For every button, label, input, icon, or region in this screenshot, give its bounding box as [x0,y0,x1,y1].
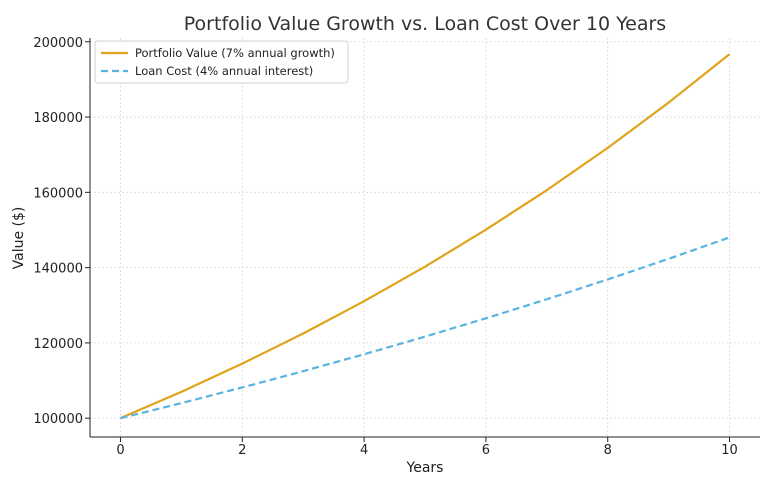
y-tick-label: 200000 [33,36,83,51]
y-tick-label: 160000 [33,186,83,201]
y-tick-label: 140000 [33,262,83,277]
chart-title: Portfolio Value Growth vs. Loan Cost Ove… [184,13,666,35]
x-tick-label: 2 [238,443,246,458]
y-tick-label: 120000 [33,337,83,352]
legend-label: Loan Cost (4% annual interest) [135,64,313,78]
tick-marks: 0 2 4 6 8 10 100000 120000 140000 160000 180000 200… [33,36,737,458]
x-tick-label: 0 [116,443,124,458]
legend-label: Portfolio Value (7% annual growth) [135,46,335,60]
series-line-portfolio-value [120,53,731,420]
x-tick-label: 4 [360,443,368,458]
x-axis-label: Years [406,460,444,476]
legend-box [94,40,349,84]
y-axis-label: Value ($) [11,207,27,270]
series-lines [120,53,731,420]
grid-lines [90,38,760,437]
y-tick-label: 100000 [33,412,83,427]
y-tick-label: 180000 [33,111,83,126]
axes [89,38,760,438]
x-tick-label: 10 [721,443,738,458]
legend-items: Portfolio Value (7% annual growth) Loan C… [101,46,335,78]
legend: Portfolio Value (7% annual growth) Loan C… [94,40,349,84]
x-tick-label: 8 [604,443,612,458]
series-line-loan-cost [120,236,730,420]
x-tick-label: 6 [482,443,490,458]
